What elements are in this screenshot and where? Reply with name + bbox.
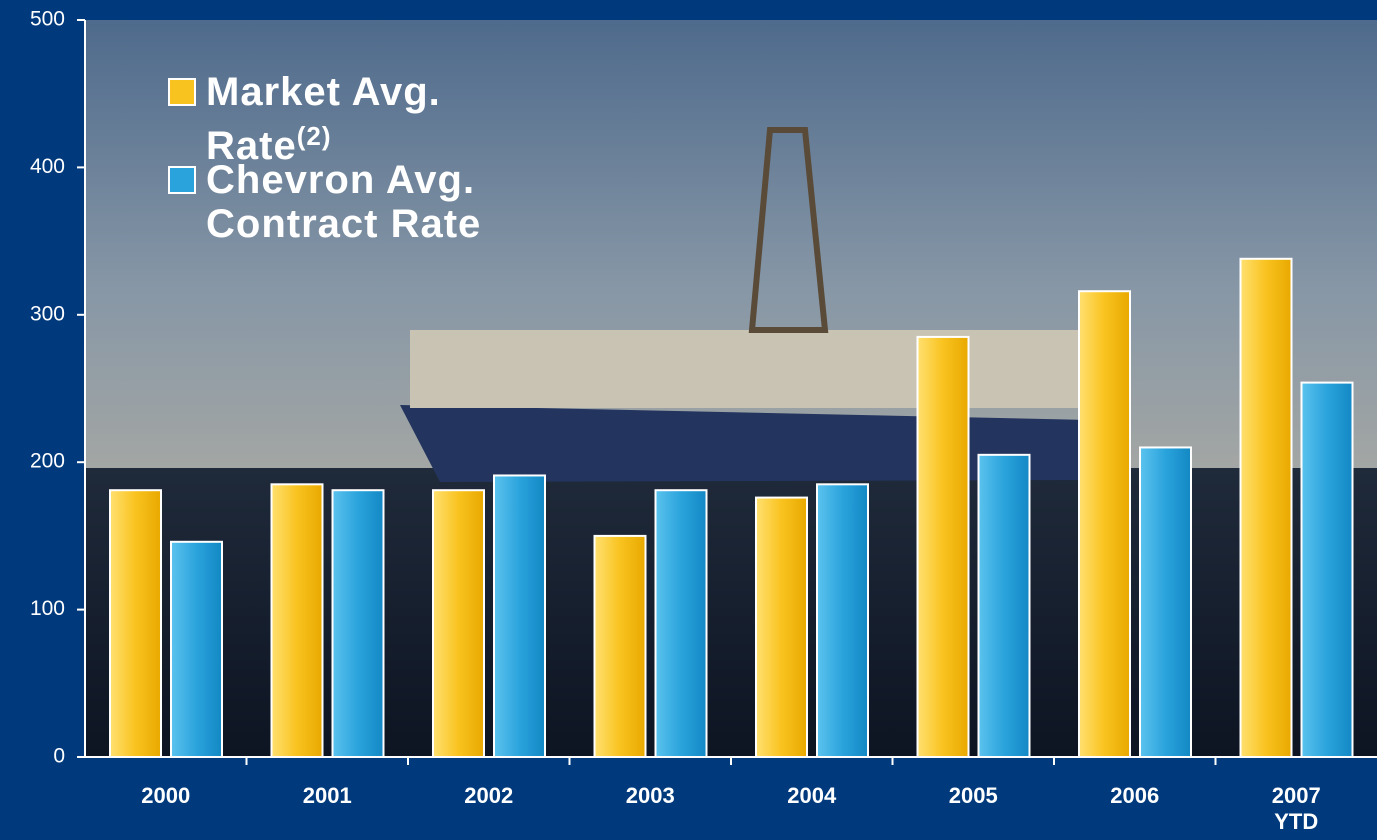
bar [977, 453, 1031, 758]
x-tick-label: 2002 [464, 783, 514, 808]
bar [493, 474, 546, 758]
y-tick-label: 0 [53, 745, 65, 768]
bar [331, 489, 385, 758]
y-tick-label: 100 [30, 597, 65, 620]
legend-swatch [168, 166, 196, 194]
x-tick-label: 2003 [625, 783, 675, 808]
bar [1300, 381, 1354, 758]
x-tick-label: 2006 [1110, 783, 1160, 808]
legend-swatch [168, 78, 196, 106]
bar [916, 335, 970, 758]
bar [593, 534, 647, 759]
bar [755, 496, 808, 758]
bar [654, 489, 708, 758]
bar [1139, 446, 1192, 758]
bar [109, 489, 162, 758]
bar [432, 489, 485, 758]
y-tick-label: 400 [30, 155, 65, 178]
bar [270, 483, 324, 758]
legend-note: (2) [296, 121, 332, 151]
legend-label: Chevron Avg. Contract Rate [206, 158, 482, 246]
bar [1078, 290, 1131, 758]
x-tick-label: 2001 [302, 783, 352, 808]
x-tick-label: 2005 [948, 783, 998, 808]
y-tick-label: 500 [30, 8, 65, 31]
bar [1239, 257, 1293, 758]
x-tick-label: 2007 YTD [1271, 783, 1321, 834]
y-tick-label: 200 [30, 450, 65, 473]
bar [816, 483, 869, 758]
bar [170, 540, 223, 759]
legend-label: Market Avg. Rate(2) [206, 70, 441, 168]
x-tick-label: 2004 [787, 783, 837, 808]
x-tick-label: 2000 [141, 783, 191, 808]
y-tick-label: 300 [30, 302, 65, 325]
